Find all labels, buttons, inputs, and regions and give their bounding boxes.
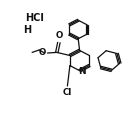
Text: N: N — [79, 67, 86, 76]
Text: HCl: HCl — [25, 13, 44, 23]
Text: H: H — [23, 25, 31, 35]
Text: O: O — [39, 48, 46, 57]
Text: Cl: Cl — [63, 88, 72, 97]
Text: O: O — [55, 31, 62, 40]
